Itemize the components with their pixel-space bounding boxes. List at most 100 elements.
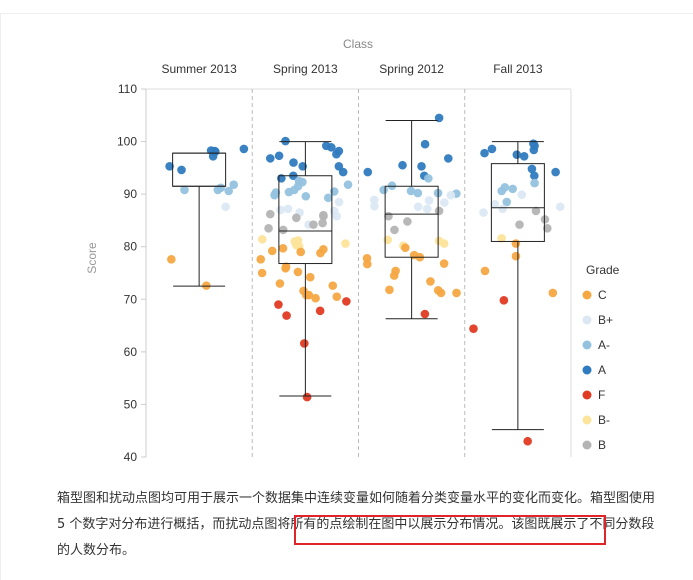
- category-header-label: Spring 2012: [379, 62, 444, 76]
- data-point: [379, 185, 388, 195]
- data-point: [292, 213, 301, 223]
- data-point: [275, 279, 285, 288]
- data-point: [221, 202, 230, 212]
- y-tick-label: 110: [118, 82, 137, 96]
- data-point: [385, 285, 394, 295]
- data-point: [434, 236, 444, 246]
- legend-item-label: A: [598, 363, 606, 377]
- y-tick-label: 90: [124, 187, 138, 201]
- data-point: [281, 136, 290, 146]
- y-axis-label: Score: [85, 242, 99, 274]
- data-point: [420, 309, 430, 319]
- data-point: [323, 193, 333, 203]
- data-point: [529, 145, 539, 155]
- data-point: [498, 204, 507, 214]
- data-point: [265, 209, 275, 219]
- data-point: [480, 266, 490, 276]
- y-tick-label: 100: [117, 135, 137, 149]
- data-point: [433, 286, 443, 295]
- data-point: [274, 300, 283, 309]
- data-point: [420, 139, 430, 149]
- data-point: [167, 255, 176, 264]
- legend-marker-bminus: [582, 415, 592, 425]
- data-point: [517, 190, 527, 199]
- legend-item-label: F: [598, 388, 605, 402]
- data-point: [543, 224, 552, 233]
- legend-item-label: C: [598, 288, 607, 302]
- data-point: [267, 246, 277, 256]
- data-point: [500, 183, 510, 192]
- legend-item-label: B-: [598, 413, 610, 427]
- data-point: [343, 180, 353, 189]
- data-point: [210, 146, 220, 156]
- data-point: [469, 324, 478, 334]
- data-point: [282, 311, 291, 320]
- data-point: [283, 204, 293, 214]
- data-point: [519, 151, 529, 161]
- data-point: [216, 183, 226, 193]
- y-tick-label: 80: [124, 240, 138, 254]
- data-point: [551, 167, 560, 177]
- data-point: [311, 293, 320, 303]
- data-point: [180, 185, 189, 195]
- data-point: [387, 181, 397, 191]
- data-point: [293, 267, 303, 277]
- category-header-label: Fall 2013: [493, 62, 543, 76]
- data-point: [531, 206, 541, 216]
- box-iqr: [384, 185, 439, 258]
- data-point: [497, 234, 506, 243]
- data-point: [278, 225, 288, 235]
- data-point: [239, 144, 249, 154]
- data-point: [515, 220, 524, 229]
- data-point: [302, 290, 311, 300]
- data-point: [490, 199, 500, 209]
- data-point: [281, 263, 290, 273]
- data-point: [256, 255, 266, 264]
- y-tick-label: 40: [124, 450, 138, 464]
- data-point: [305, 272, 315, 282]
- y-tick-label: 70: [124, 292, 138, 306]
- data-point: [548, 288, 558, 298]
- data-point: [479, 208, 488, 217]
- caption-text: 箱型图和扰动点图均可用于展示一个数据集中连续变量如何随着分类变量水平的变化而变化…: [57, 491, 656, 558]
- legend-item-label: A-: [598, 338, 610, 352]
- box-iqr: [278, 175, 333, 265]
- data-point: [413, 188, 423, 198]
- data-point: [278, 243, 288, 253]
- plot-area: 40 50 60 70 80 90 100 110 Summer 2013 Spring 2013…: [117, 62, 613, 464]
- data-point: [362, 253, 372, 263]
- data-point: [523, 436, 532, 446]
- data-point: [274, 151, 284, 161]
- data-point: [315, 306, 325, 316]
- data-point: [319, 245, 328, 254]
- data-point: [439, 259, 449, 268]
- data-point: [530, 171, 539, 181]
- legend-marker-bplus: [582, 315, 592, 325]
- data-point: [289, 158, 298, 167]
- data-point: [502, 197, 512, 207]
- legend-marker-b: [582, 440, 592, 450]
- data-point: [342, 297, 351, 306]
- data-point: [452, 288, 461, 298]
- data-point: [329, 187, 339, 196]
- data-point: [511, 239, 521, 248]
- data-point: [508, 184, 517, 194]
- data-point: [512, 150, 522, 160]
- category-header-label: Summer 2013: [161, 62, 237, 76]
- data-point: [401, 243, 410, 253]
- data-point: [296, 247, 306, 257]
- box-iqr: [490, 163, 545, 242]
- data-point: [257, 268, 267, 278]
- data-point: [480, 148, 489, 158]
- data-point: [299, 339, 309, 348]
- legend-item-label: B+: [598, 313, 613, 327]
- legend-item-label: B: [598, 438, 606, 452]
- data-point: [443, 154, 453, 163]
- frame-top-border: [0, 13, 693, 14]
- data-point: [424, 174, 433, 183]
- data-point: [389, 271, 399, 280]
- data-point: [165, 161, 174, 171]
- data-point: [370, 201, 379, 211]
- data-point: [363, 167, 373, 177]
- data-point: [527, 164, 537, 174]
